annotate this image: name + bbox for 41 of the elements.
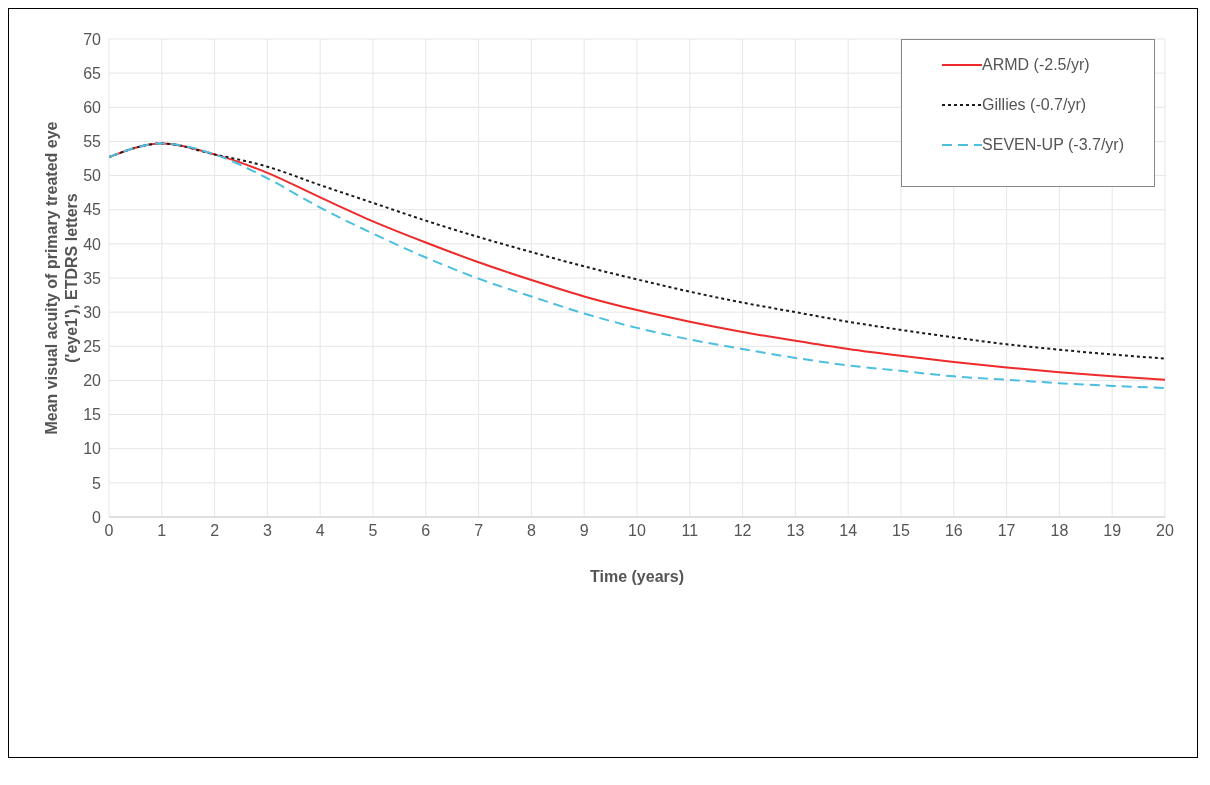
x-tick-label: 11 xyxy=(681,522,699,540)
y-tick-label: 65 xyxy=(83,64,102,82)
x-tick-label: 19 xyxy=(1103,522,1122,540)
y-tick-label: 55 xyxy=(83,133,102,151)
x-tick-label: 16 xyxy=(944,522,963,540)
x-tick-label: 4 xyxy=(315,522,325,540)
y-tick-label: 35 xyxy=(83,269,102,287)
x-tick-label: 12 xyxy=(733,522,752,540)
legend-label: ARMD (-2.5/yr) xyxy=(982,56,1090,74)
y-tick-label: 10 xyxy=(83,440,102,458)
x-tick-label: 10 xyxy=(628,522,646,540)
x-tick-label: 20 xyxy=(1156,522,1174,540)
x-tick-label: 7 xyxy=(474,522,484,540)
x-tick-label: 6 xyxy=(421,522,431,540)
x-tick-label: 17 xyxy=(997,522,1016,540)
x-tick-label: 18 xyxy=(1050,522,1069,540)
y-tick-label: 45 xyxy=(83,201,102,219)
x-tick-label: 8 xyxy=(526,522,536,540)
x-tick-label: 13 xyxy=(786,522,805,540)
y-tick-label: 25 xyxy=(83,337,102,355)
x-tick-label: 3 xyxy=(262,522,272,540)
x-tick-label: 0 xyxy=(104,522,114,540)
y-tick-label: 5 xyxy=(92,474,102,492)
x-tick-label: 9 xyxy=(579,522,589,540)
legend-label: Gillies (-0.7/yr) xyxy=(982,96,1087,114)
x-tick-label: 2 xyxy=(210,522,220,540)
y-tick-label: 70 xyxy=(83,30,102,48)
x-tick-label: 14 xyxy=(839,522,858,540)
x-tick-label: 15 xyxy=(892,522,910,540)
y-tick-label: 15 xyxy=(83,406,102,424)
x-tick-label: 5 xyxy=(368,522,378,540)
x-tick-label: 1 xyxy=(157,522,167,540)
legend-label: SEVEN-UP (-3.7/yr) xyxy=(982,136,1124,154)
y-axis-title: Mean visual acuity of primary treated eye ('eye1'), ETDRS letters xyxy=(43,121,80,435)
y-tick-label: 40 xyxy=(83,235,102,253)
x-axis-title: Time (years) xyxy=(590,568,684,585)
y-tick-label: 60 xyxy=(83,98,102,116)
y-tick-label: 0 xyxy=(92,508,102,526)
y-tick-label: 20 xyxy=(83,372,102,390)
y-tick-label: 30 xyxy=(83,303,102,321)
y-tick-label: 50 xyxy=(83,167,102,185)
